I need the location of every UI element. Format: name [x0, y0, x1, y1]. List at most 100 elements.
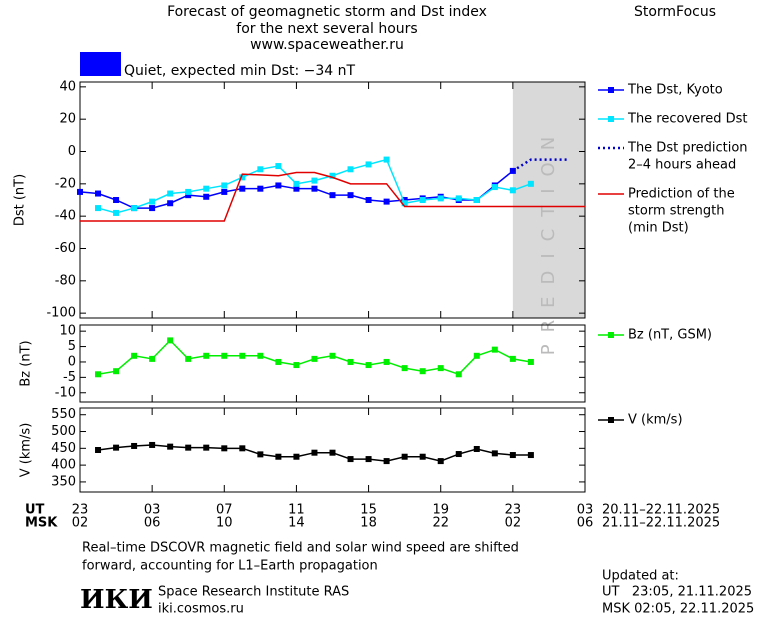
data-point	[293, 185, 300, 192]
data-point	[419, 368, 426, 375]
data-point	[293, 362, 300, 369]
y-tick-label: 400	[51, 458, 76, 473]
x-tick-label-msk: 06	[577, 516, 594, 531]
legend-marker	[608, 417, 614, 423]
y-tick-label: -80	[55, 273, 76, 288]
prediction-region	[512, 82, 585, 318]
legend-label: V (km/s)	[628, 413, 683, 428]
data-point	[311, 185, 318, 192]
data-point	[239, 445, 246, 452]
data-point	[185, 192, 192, 199]
legend-marker	[608, 87, 614, 93]
y-tick-label: -20	[55, 176, 76, 191]
data-point	[95, 447, 102, 453]
y-tick-label: -100	[46, 306, 76, 321]
x-tick-label: 03	[577, 503, 594, 518]
data-point	[185, 355, 192, 362]
plot-frame	[79, 324, 586, 403]
data-point	[527, 452, 534, 459]
data-point	[383, 458, 390, 465]
data-point	[221, 352, 228, 359]
x-tick-label-msk: 18	[360, 516, 377, 531]
x-tick-label: 23	[505, 503, 522, 518]
data-point	[275, 453, 282, 460]
data-point	[455, 195, 462, 202]
data-point	[473, 197, 480, 203]
data-point	[149, 198, 156, 205]
data-point	[419, 453, 426, 460]
y-axis-label: Dst (nT)	[13, 174, 28, 226]
y-tick-label: -10	[55, 385, 76, 400]
data-point	[77, 188, 83, 195]
data-point	[473, 352, 480, 359]
x-tick-label: 19	[432, 503, 449, 518]
data-point	[347, 358, 354, 365]
y-axis-label: Bz (nT)	[19, 340, 34, 386]
y-tick-label: -5	[63, 370, 76, 385]
url: iki.cosmos.ru	[158, 602, 244, 617]
data-point	[365, 362, 372, 369]
logo: ИКИ	[80, 585, 153, 615]
data-point	[365, 456, 372, 463]
data-point	[347, 456, 354, 463]
data-point	[203, 444, 210, 451]
y-tick-label: 500	[51, 424, 76, 439]
data-point	[221, 188, 228, 195]
data-point	[131, 442, 138, 449]
data-point	[185, 444, 192, 451]
updated-ut: UT 23:05, 21.11.2025	[602, 585, 752, 600]
data-point	[131, 205, 138, 212]
series-line	[80, 171, 585, 222]
x-tick-label-msk: 10	[216, 516, 233, 531]
y-axis-label: V (km/s)	[19, 423, 34, 478]
y-tick-label: 5	[68, 339, 76, 354]
status: Quiet, expected min Dst: −34 nT	[124, 63, 356, 79]
data-point	[167, 200, 174, 207]
data-point	[113, 368, 120, 375]
x-axis-label: UT	[25, 503, 45, 518]
institute: Space Research Institute RAS	[158, 585, 349, 600]
data-point	[329, 172, 336, 179]
data-point	[203, 185, 210, 192]
legend-marker	[608, 116, 614, 122]
data-point	[437, 365, 444, 372]
data-point	[455, 451, 462, 458]
data-point	[347, 166, 354, 173]
y-tick-label: 40	[59, 79, 76, 94]
y-tick-label: 550	[51, 407, 76, 422]
data-point	[257, 352, 264, 359]
data-point	[257, 451, 264, 458]
data-point	[329, 192, 336, 199]
data-point	[527, 180, 534, 187]
data-point	[95, 205, 102, 212]
y-tick-label: -40	[55, 209, 76, 224]
data-point	[365, 161, 372, 168]
x-tick-label: 07	[216, 503, 233, 518]
y-tick-label: 0	[68, 144, 76, 159]
y-tick-label: 350	[51, 474, 76, 489]
title: for the next several hours	[236, 21, 417, 37]
x-axis-label: MSK	[25, 516, 58, 531]
data-point	[257, 166, 264, 173]
status-box	[80, 52, 121, 76]
data-point	[239, 352, 246, 359]
legend-label: The recovered Dst	[627, 112, 747, 127]
legend-label: Prediction of the	[628, 187, 735, 202]
data-point	[311, 449, 318, 456]
data-point	[149, 205, 156, 212]
data-point	[275, 182, 282, 189]
data-point	[275, 358, 282, 365]
note: Real–time DSCOVR magnetic field and sola…	[82, 541, 519, 556]
x-tick-label-msk: 06	[144, 516, 161, 531]
data-point	[203, 193, 210, 200]
y-tick-label: 20	[59, 112, 76, 127]
legend-label: The Dst, Kyoto	[627, 83, 723, 98]
data-point	[383, 198, 390, 205]
data-point	[401, 453, 408, 460]
x-tick-label: 11	[288, 503, 305, 518]
updated-label: Updated at:	[602, 569, 679, 584]
data-point	[347, 192, 354, 199]
data-point	[185, 188, 192, 195]
prediction-label: PREDICTION	[538, 125, 559, 355]
